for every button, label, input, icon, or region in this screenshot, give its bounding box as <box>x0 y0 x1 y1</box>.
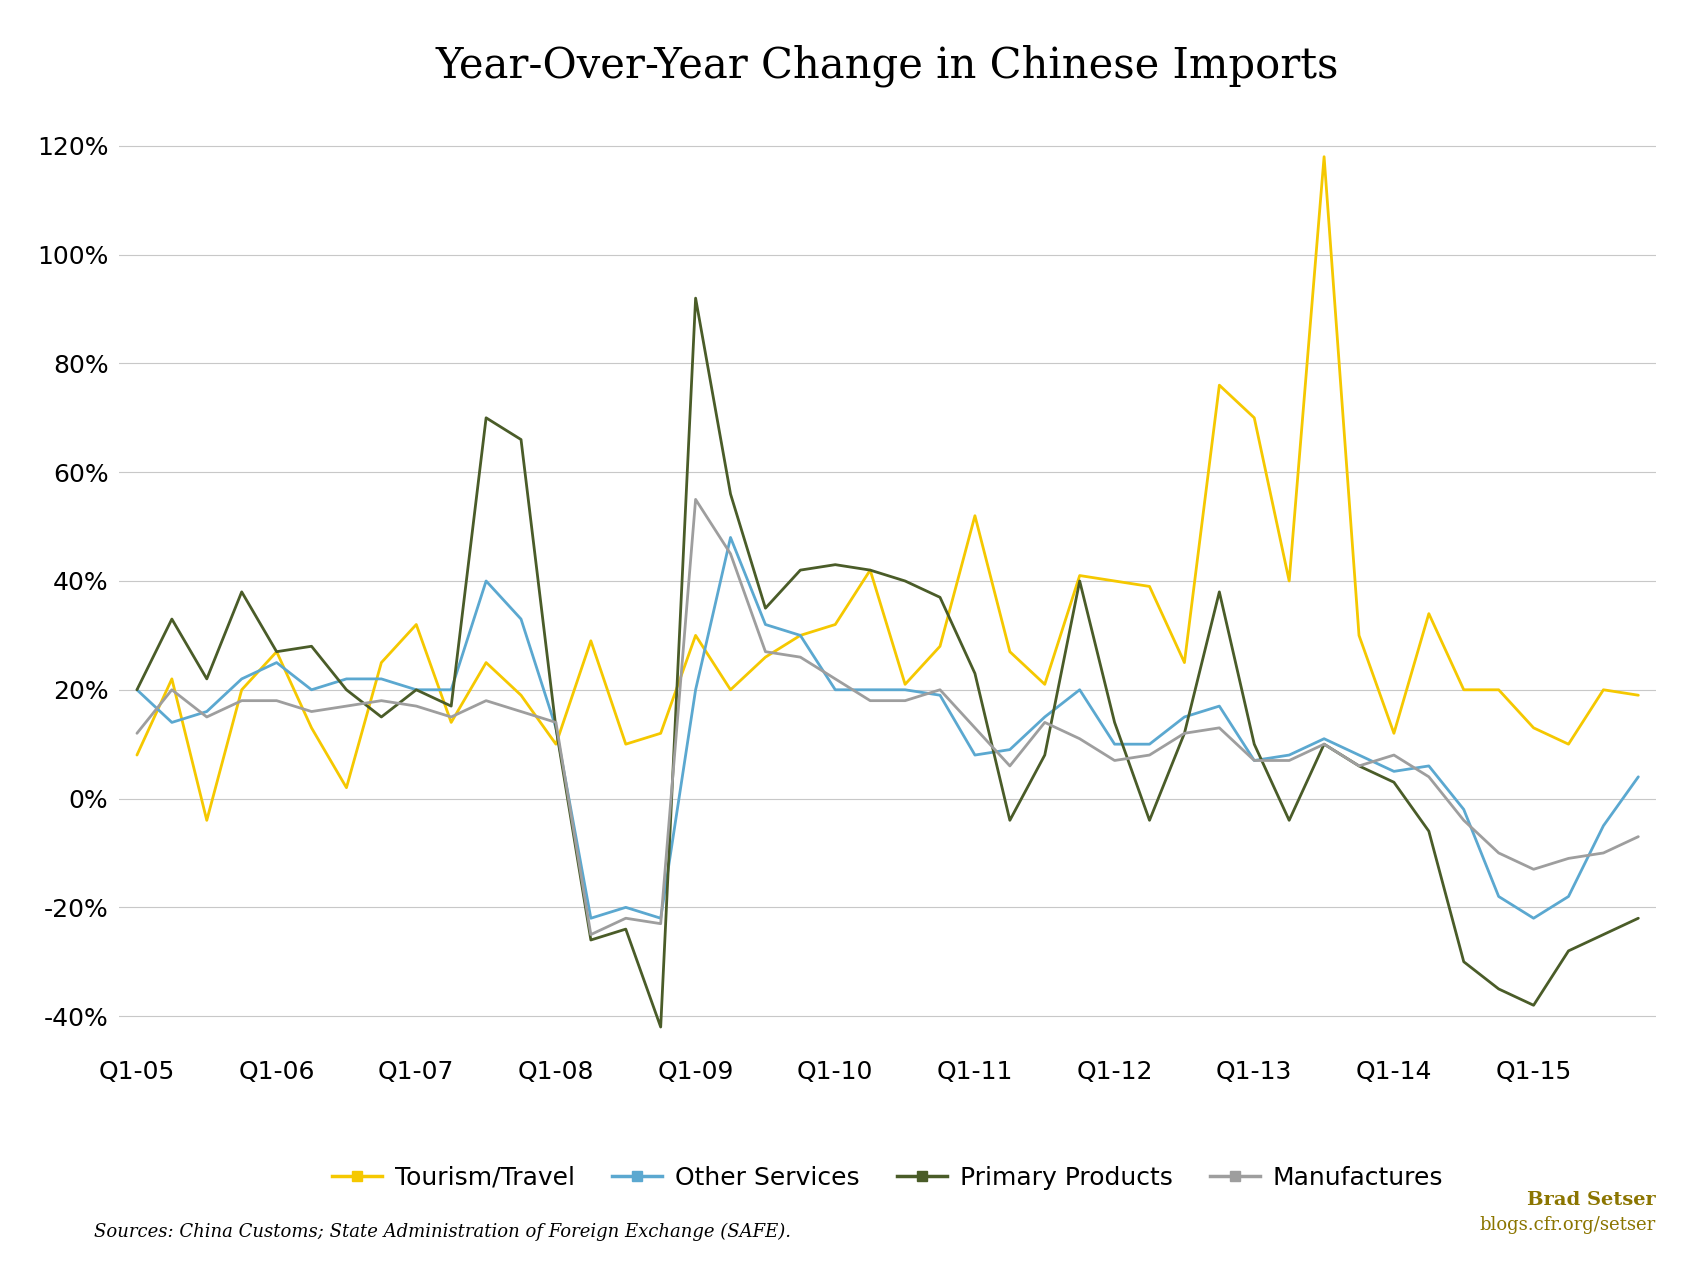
Legend: Tourism/Travel, Other Services, Primary Products, Manufactures: Tourism/Travel, Other Services, Primary … <box>323 1156 1453 1200</box>
Text: Sources: China Customs; State Administration of Foreign Exchange (SAFE).: Sources: China Customs; State Administra… <box>94 1223 790 1241</box>
Title: Year-Over-Year Change in Chinese Imports: Year-Over-Year Change in Chinese Imports <box>435 45 1340 87</box>
Text: blogs.cfr.org/setser: blogs.cfr.org/setser <box>1480 1216 1656 1234</box>
Text: Brad Setser: Brad Setser <box>1528 1191 1656 1209</box>
